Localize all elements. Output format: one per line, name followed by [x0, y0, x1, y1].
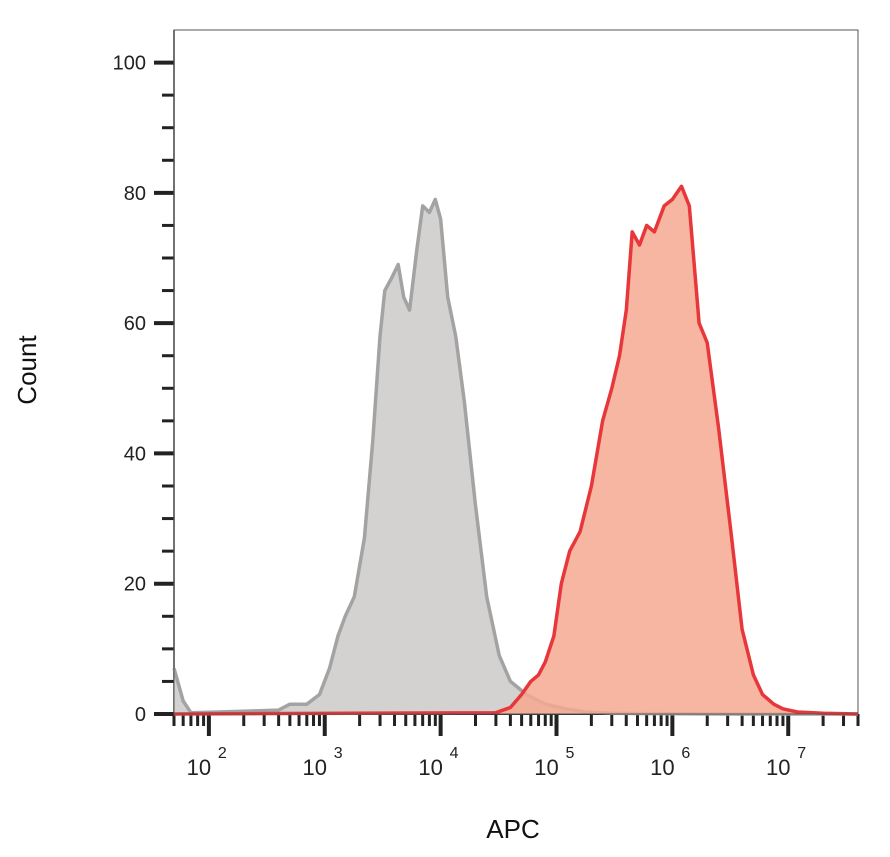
x-tick-exponent: 4 — [450, 745, 459, 762]
y-axis-title: Count — [12, 335, 42, 405]
x-tick-exponent: 3 — [334, 745, 343, 762]
x-axis-title: APC — [486, 814, 539, 844]
series-2-area — [174, 186, 858, 715]
x-tick-label: 10 5 — [534, 745, 574, 780]
y-tick-labels: 0 20 40 60 80 100 — [113, 53, 146, 726]
plot-frame — [173, 29, 859, 715]
y-tick-label: 60 — [124, 313, 146, 335]
series-1-line — [172, 197, 858, 716]
x-tick-base: 10 — [766, 755, 790, 780]
x-tick-label: 10 2 — [187, 745, 227, 780]
x-tick-label: 10 6 — [650, 745, 690, 780]
x-tick-labels: 10 2 10 3 10 4 10 5 10 6 10 7 — [187, 745, 807, 780]
y-axis-ticks — [154, 30, 175, 716]
x-tick-label: 10 3 — [303, 745, 343, 780]
series-2-line — [173, 184, 859, 716]
y-tick-label: 80 — [124, 183, 146, 205]
x-tick-exponent: 5 — [565, 745, 574, 762]
y-tick-label: 40 — [124, 443, 146, 465]
x-tick-label: 10 4 — [418, 745, 458, 780]
x-tick-label: 10 7 — [766, 745, 806, 780]
x-axis-ticks — [172, 713, 860, 736]
x-tick-base: 10 — [303, 755, 327, 780]
y-tick-label: 100 — [113, 53, 146, 75]
x-tick-exponent: 6 — [681, 745, 690, 762]
y-tick-label: 20 — [124, 574, 146, 596]
x-tick-base: 10 — [534, 755, 558, 780]
series-1-area — [174, 199, 858, 714]
x-tick-base: 10 — [650, 755, 674, 780]
x-tick-exponent: 2 — [218, 745, 227, 762]
x-tick-exponent: 7 — [797, 745, 806, 762]
series-layer — [172, 184, 859, 716]
x-tick-base: 10 — [418, 755, 442, 780]
y-tick-label: 0 — [135, 704, 146, 726]
x-tick-base: 10 — [187, 755, 211, 780]
